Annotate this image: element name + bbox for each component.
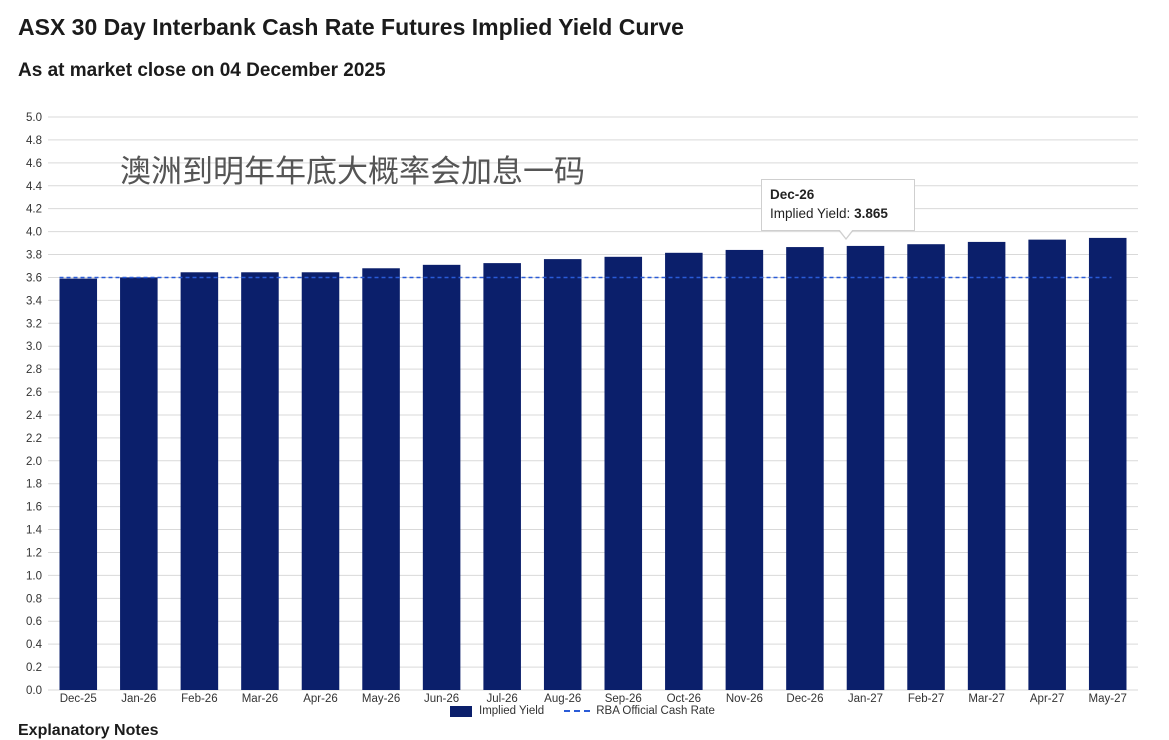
y-tick-label: 4.4 [26, 181, 43, 193]
x-tick-label: Sep-26 [605, 693, 642, 705]
bar-mar-26 [241, 272, 279, 690]
bar-feb-27 [907, 244, 945, 690]
y-tick-label: 1.0 [26, 570, 42, 582]
x-tick-label: Apr-27 [1030, 693, 1065, 705]
y-tick-label: 2.8 [26, 364, 42, 376]
legend-bar-label[interactable]: Implied Yield [479, 705, 545, 717]
bar-nov-26 [725, 249, 764, 690]
y-tick-label: 2.0 [26, 456, 42, 468]
tooltip-label: Implied Yield: [770, 206, 851, 221]
x-tick-label: Mar-27 [968, 693, 1004, 705]
x-tick-label: Aug-26 [544, 693, 581, 705]
x-tick-label: Dec-25 [60, 693, 97, 705]
bar-aug-26 [543, 259, 582, 690]
y-tick-label: 0.4 [26, 639, 43, 651]
chart-legend: Implied Yield RBA Official Cash Rate [450, 705, 715, 717]
y-tick-label: 1.4 [26, 525, 43, 537]
x-tick-label: Feb-26 [181, 693, 217, 705]
explanatory-notes-heading: Explanatory Notes [18, 722, 159, 739]
bar-sep-26 [604, 256, 643, 690]
y-tick-label: 3.8 [26, 250, 42, 262]
x-tick-label: Mar-26 [242, 693, 278, 705]
x-tick-label: Dec-26 [786, 693, 823, 705]
x-tick-labels: Dec-25 Jan-26 Feb-26 Mar-26 Apr-26 May-26 Jun-… [60, 693, 1127, 705]
bar-oct-26 [665, 252, 703, 690]
y-tick-label: 4.0 [26, 227, 42, 239]
y-tick-label: 0.6 [26, 616, 42, 628]
bar-jul-26 [483, 263, 521, 690]
bar-tooltip: Dec-26 Implied Yield: 3.865 [761, 179, 915, 231]
x-tick-label: Feb-27 [908, 693, 944, 705]
y-tick-label: 0.8 [26, 593, 42, 605]
y-tick-label: 1.6 [26, 502, 42, 514]
y-tick-label: 3.4 [26, 295, 43, 307]
annotation-overlay-text: 澳洲到明年年底大概率会加息一码 [120, 154, 585, 190]
x-tick-label: Nov-26 [726, 693, 763, 705]
y-tick-label: 2.2 [26, 433, 42, 445]
bar-jun-26 [422, 264, 461, 690]
y-tick-label: 0.2 [26, 662, 42, 674]
y-tick-label: 1.2 [26, 547, 42, 559]
x-tick-label: Apr-26 [303, 693, 338, 705]
bar-apr-26 [301, 272, 340, 690]
chart-subtitle: As at market close on 04 December 2025 [18, 60, 386, 81]
chart-title: ASX 30 Day Interbank Cash Rate Futures I… [18, 14, 684, 40]
x-tick-label: Jun-26 [424, 693, 459, 705]
y-tick-label: 4.8 [26, 135, 42, 147]
y-tick-label: 2.6 [26, 387, 42, 399]
tooltip-arrow-inner [839, 229, 853, 238]
y-tick-label: 2.4 [26, 410, 43, 422]
legend-bar-swatch[interactable] [450, 705, 472, 717]
implied-yield-bars [59, 237, 1127, 691]
y-tick-label: 1.8 [26, 479, 42, 491]
bar-may-27 [1088, 237, 1127, 690]
y-tick-label: 4.6 [26, 158, 42, 170]
bar-feb-26 [180, 272, 219, 690]
legend-line-swatch[interactable] [564, 710, 591, 712]
bar-jan-26 [120, 277, 158, 690]
legend-line-label[interactable]: RBA Official Cash Rate [596, 705, 715, 717]
y-tick-label: 5.0 [26, 112, 42, 124]
x-tick-label: May-27 [1089, 693, 1127, 705]
y-tick-label: 4.2 [26, 204, 42, 216]
tooltip-value: 3.865 [854, 206, 888, 221]
bar-apr-27 [1028, 239, 1066, 690]
x-tick-label: Oct-26 [667, 693, 702, 705]
bar-jan-27 [846, 245, 885, 691]
bar-mar-27 [967, 241, 1006, 690]
x-tick-label: Jan-26 [121, 693, 156, 705]
bar-dec-25 [59, 278, 98, 690]
y-tick-labels: 0.0 0.2 0.4 0.6 0.8 1.0 1.2 1.4 1.6 1.8 2.0 2.2 2.4 2… [26, 112, 43, 697]
tooltip-category: Dec-26 [770, 187, 815, 202]
bar-may-26 [362, 268, 400, 690]
y-tick-label: 3.0 [26, 341, 42, 353]
x-tick-label: May-26 [362, 693, 400, 705]
x-tick-label: Jan-27 [848, 693, 883, 705]
y-tick-label: 3.2 [26, 318, 42, 330]
x-tick-label: Jul-26 [487, 693, 518, 705]
y-tick-label: 0.0 [26, 685, 42, 697]
bar-dec-26 [786, 247, 824, 691]
y-tick-label: 3.6 [26, 272, 42, 284]
